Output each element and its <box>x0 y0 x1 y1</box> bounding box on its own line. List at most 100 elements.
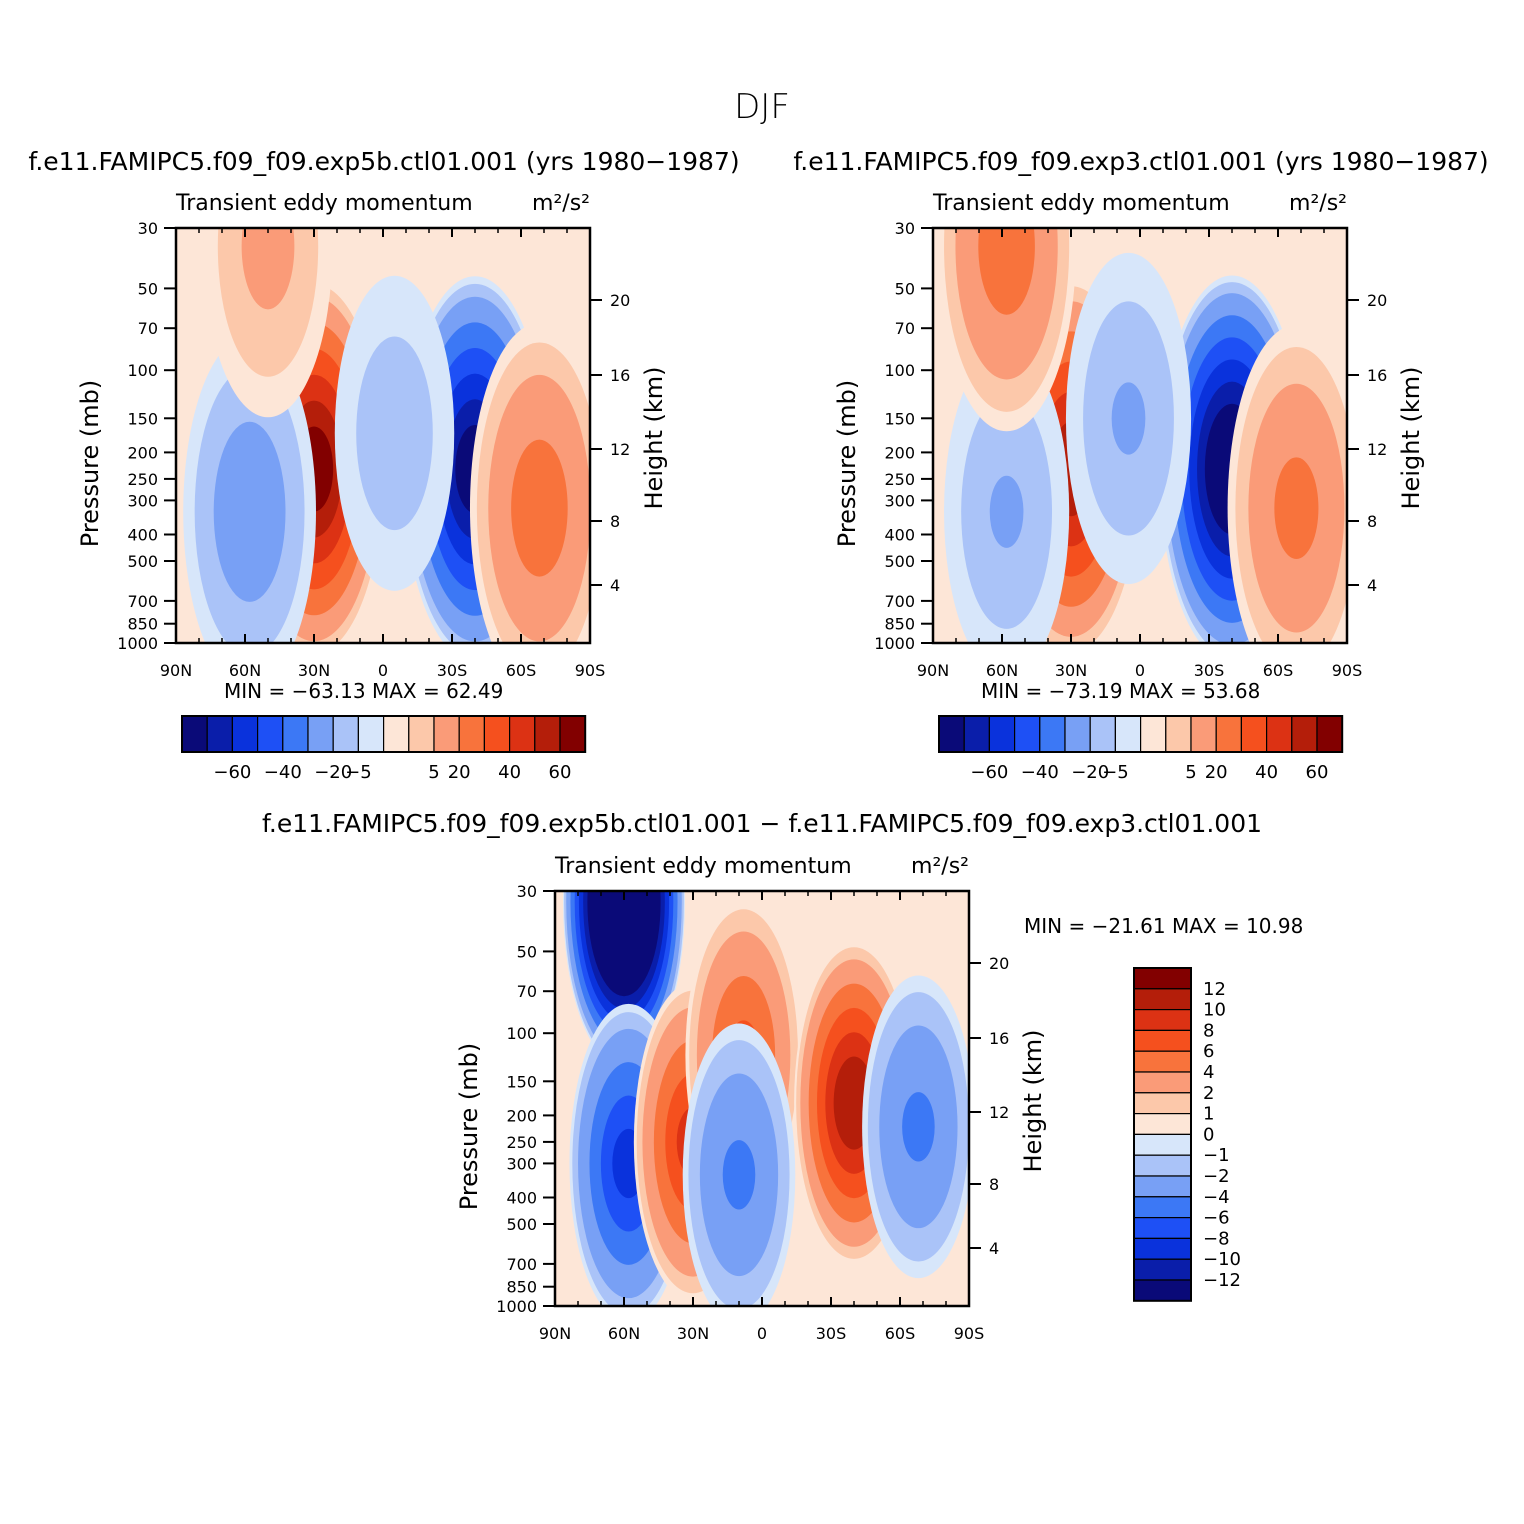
x-tick-label: 90N <box>160 661 192 680</box>
x-tick-label: 0 <box>1135 661 1145 680</box>
x-tick-label: 90N <box>539 1324 571 1343</box>
colorbar-label: −10 <box>1203 1249 1241 1270</box>
y-right-tick-label: 8 <box>1367 512 1377 531</box>
colorbar-swatch <box>1133 1050 1192 1073</box>
y-tick-label: 200 <box>884 443 915 462</box>
colorbar-swatch <box>938 715 965 753</box>
colorbar-swatch <box>458 715 486 753</box>
colorbar-swatch <box>1139 715 1167 753</box>
y-axis-title: Pressure (mb) <box>833 380 861 547</box>
x-tick-label: 60S <box>506 661 537 680</box>
figure-title: DJF <box>734 87 790 127</box>
y-tick-label: 100 <box>884 361 915 380</box>
colorbar-swatch <box>1133 1071 1192 1094</box>
units-label: m²/s² <box>1289 191 1347 216</box>
y-tick-label: 150 <box>506 1072 537 1091</box>
colorbar-label: −60 <box>213 762 251 783</box>
colorbar-swatch <box>1133 1133 1192 1156</box>
colorbar-swatch <box>1133 988 1192 1011</box>
contour-level <box>902 1092 935 1162</box>
y-tick-label: 150 <box>884 409 915 428</box>
y-tick-label: 100 <box>127 361 158 380</box>
colorbar-swatch <box>307 715 334 753</box>
panel-difference: Transient eddy momentum m²/s² 90N 60N 30N 0 30… <box>455 854 1303 1343</box>
y-right-tick-label: 16 <box>610 366 630 385</box>
y-right-tick-label: 8 <box>989 1175 999 1194</box>
y-axis-title: Pressure (mb) <box>76 380 104 547</box>
colorbar-swatch <box>1039 715 1066 753</box>
y-tick-label: 250 <box>884 470 915 489</box>
colorbar-swatch <box>1133 1175 1192 1198</box>
colorbar-swatch <box>963 715 991 753</box>
colorbar-label: 20 <box>1205 762 1228 783</box>
y-tick-label: 30 <box>895 219 915 238</box>
variable-label: Transient eddy momentum <box>554 854 852 879</box>
y-right-tick-label: 16 <box>989 1029 1009 1048</box>
colorbar-swatch <box>1265 715 1293 753</box>
colorbar-label: −60 <box>970 762 1008 783</box>
colorbar-label: −5 <box>345 762 372 783</box>
y-tick-label: 70 <box>138 319 158 338</box>
colorbar-label: 20 <box>448 762 471 783</box>
colorbar-swatch <box>1316 715 1343 753</box>
y-tick-label: 100 <box>506 1024 537 1043</box>
y-tick-label: 150 <box>127 409 158 428</box>
y-right-tick-label: 12 <box>989 1103 1009 1122</box>
colorbar-label: −12 <box>1203 1270 1241 1291</box>
colorbar-swatch <box>1133 1092 1192 1115</box>
colorbar-label: 12 <box>1203 979 1226 1000</box>
colorbar-label: 40 <box>498 762 521 783</box>
y-tick-label: 400 <box>506 1189 537 1208</box>
colorbar-label: −2 <box>1203 1166 1230 1187</box>
y-tick-label: 400 <box>127 526 158 545</box>
y-tick-label: 50 <box>517 942 537 961</box>
y-right-tick-label: 4 <box>610 576 620 595</box>
colorbar-swatch <box>206 715 233 753</box>
colorbar-label: −40 <box>264 762 302 783</box>
y-right-tick-label: 16 <box>1367 366 1387 385</box>
colorbar-label: 1 <box>1203 1104 1214 1125</box>
colorbar-swatch <box>1133 1029 1192 1052</box>
y-tick-label: 200 <box>506 1106 537 1125</box>
units-label: m²/s² <box>532 191 590 216</box>
contour-level <box>241 228 295 310</box>
y-tick-label: 70 <box>895 319 915 338</box>
y-tick-label: 850 <box>884 615 915 634</box>
min-max-text: MIN = −63.13 MAX = 62.49 <box>224 679 503 703</box>
contour-level <box>356 336 433 531</box>
colorbar-swatch <box>1165 715 1192 753</box>
colorbar-label: 5 <box>1185 762 1196 783</box>
y-right-tick-label: 4 <box>989 1239 999 1258</box>
colorbar-frame <box>181 715 587 753</box>
x-tick-label: 30S <box>816 1324 847 1343</box>
colorbar-swatch <box>181 715 208 753</box>
x-tick-label: 60S <box>885 1324 916 1343</box>
colorbar-label: −5 <box>1102 762 1129 783</box>
y-tick-label: 500 <box>884 552 915 571</box>
colorbar-swatch <box>1133 1154 1192 1177</box>
y-tick-label: 70 <box>517 982 537 1001</box>
x-tick-label: 30N <box>298 661 330 680</box>
y-right-axis-title: Height (km) <box>1397 367 1425 510</box>
colorbar-swatch <box>1133 1008 1192 1031</box>
y-tick-label: 50 <box>895 279 915 298</box>
colorbar-label: 2 <box>1203 1083 1214 1104</box>
colorbar-swatch <box>383 715 410 753</box>
y-tick-label: 300 <box>884 491 915 510</box>
colorbar-swatch <box>231 715 259 753</box>
x-tick-label: 0 <box>757 1324 767 1343</box>
y-right-tick-label: 8 <box>610 512 620 531</box>
colorbar-label: −6 <box>1203 1208 1230 1229</box>
colorbar-swatch <box>1190 715 1217 753</box>
colorbar-swatch <box>1114 715 1142 753</box>
x-tick-label: 60S <box>1263 661 1294 680</box>
colorbar-frame <box>1133 967 1192 1302</box>
y-tick-label: 30 <box>517 882 537 901</box>
contour-field <box>176 228 590 643</box>
colorbar-swatch <box>1133 1112 1192 1135</box>
colorbar-label: −20 <box>1071 762 1109 783</box>
variable-label: Transient eddy momentum <box>932 191 1230 216</box>
y-right-tick-label: 4 <box>1367 576 1377 595</box>
contour-level <box>722 1140 756 1210</box>
colorbar-label: −4 <box>1203 1187 1230 1208</box>
